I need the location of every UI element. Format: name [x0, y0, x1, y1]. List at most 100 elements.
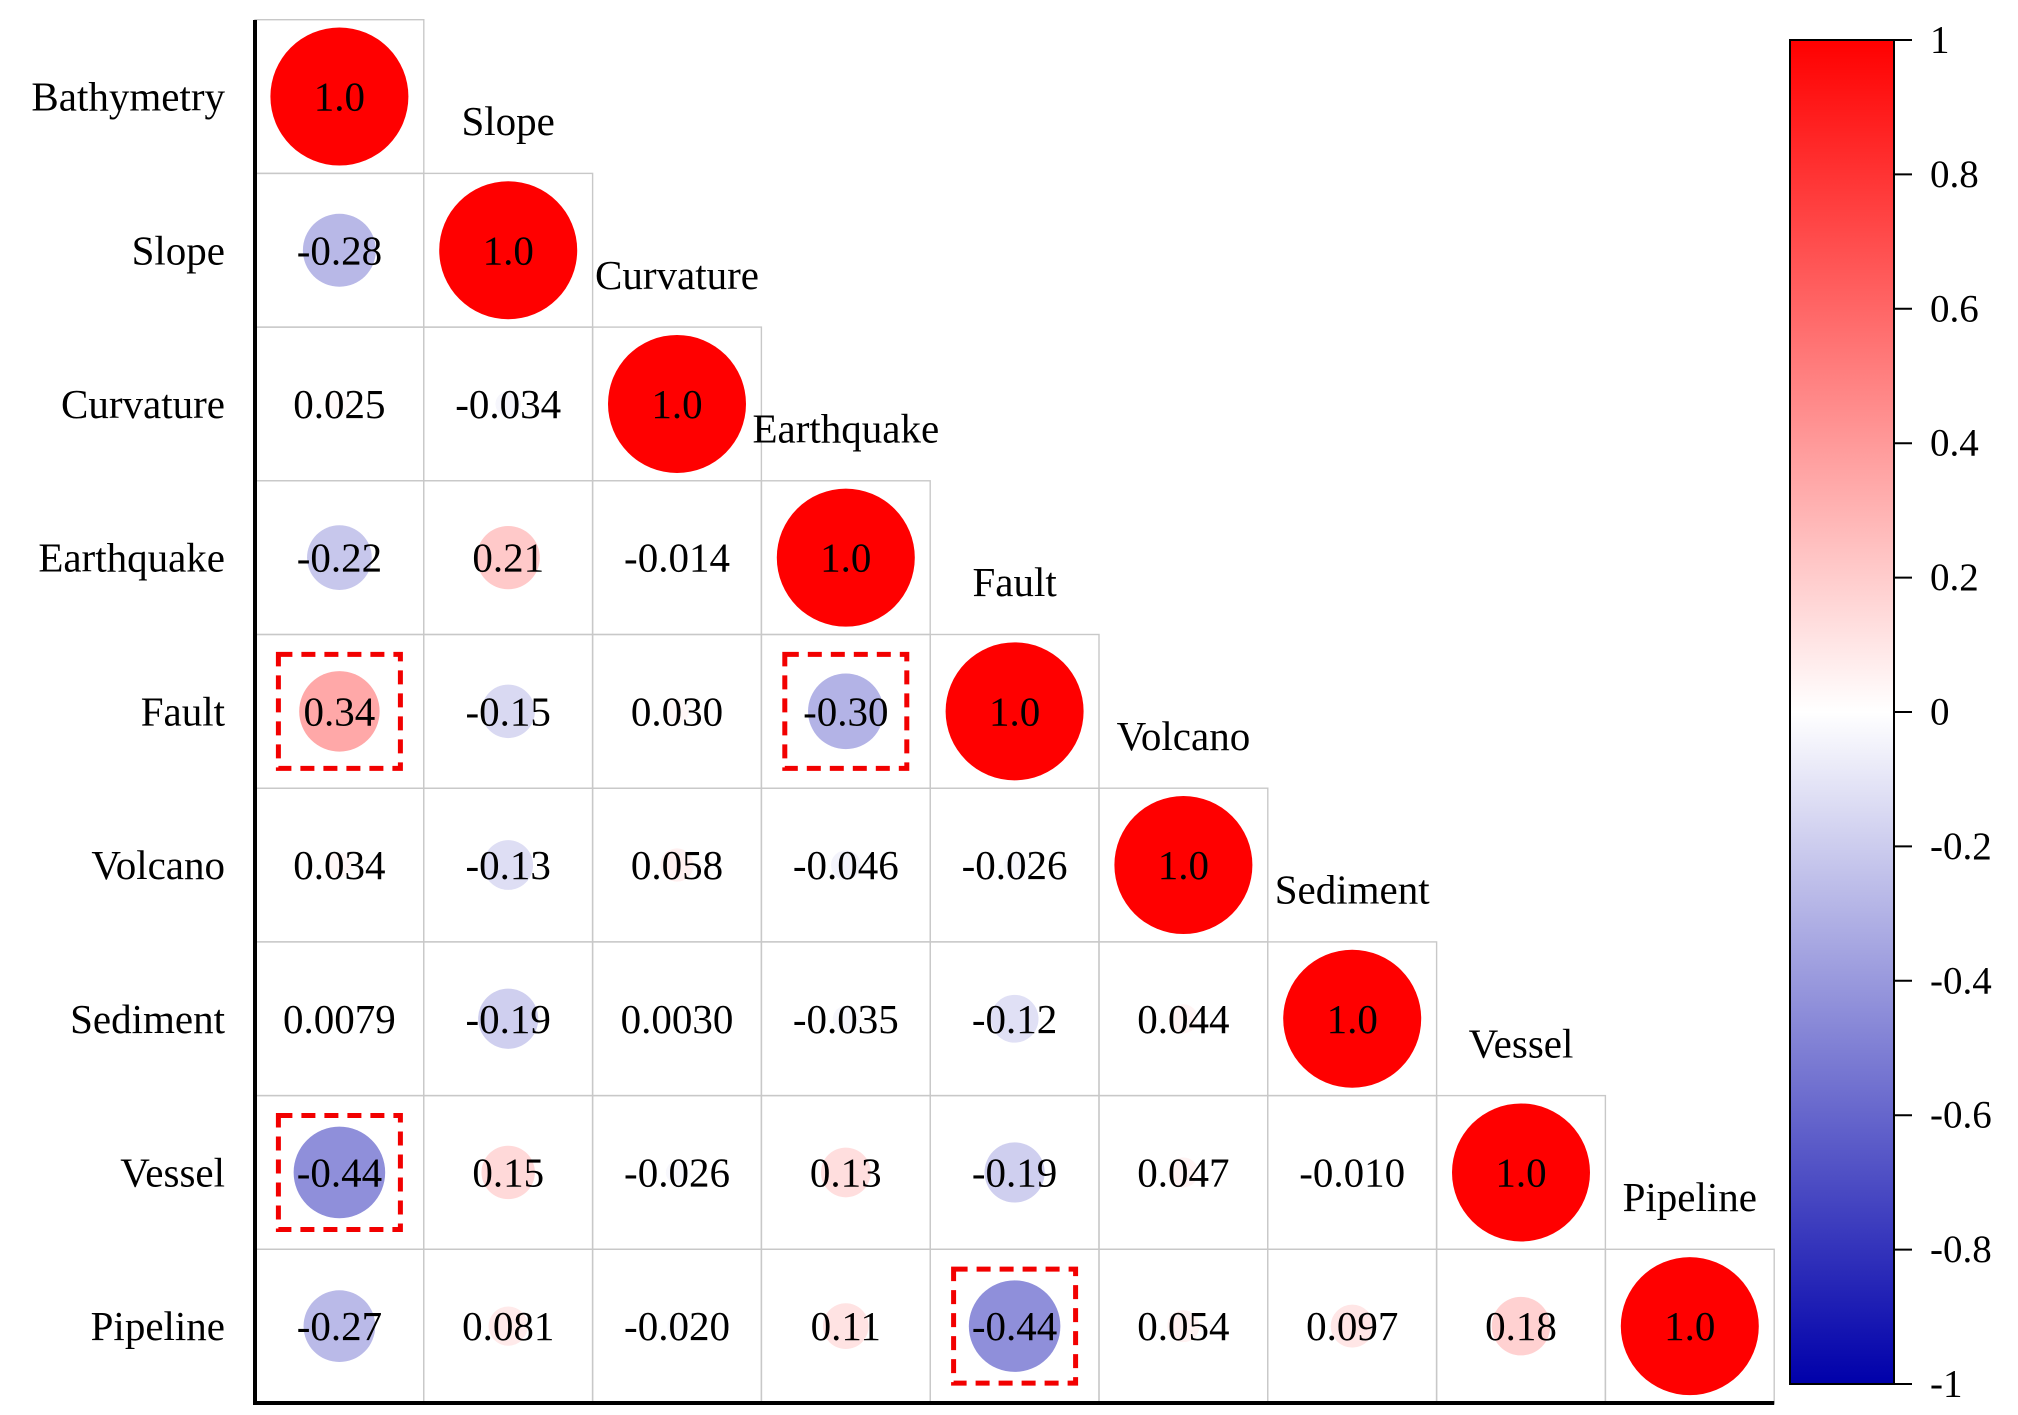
- corr-circle-sediment-earthquake: [832, 1005, 859, 1032]
- col-label-earthquake: Earthquake: [752, 406, 939, 452]
- corr-value-fault-bathymetry: 0.34: [304, 688, 376, 734]
- corr-circle-sediment-curvature: [673, 1014, 681, 1023]
- row-label-vessel: Vessel: [120, 1149, 225, 1195]
- matrix-grid: [254, 19, 1775, 1404]
- corr-circle-earthquake-bathymetry: [307, 525, 372, 591]
- corr-circle-sediment-bathymetry: [333, 1012, 346, 1025]
- corr-value-vessel-fault: -0.19: [972, 1149, 1057, 1195]
- corr-value-earthquake-curvature: -0.014: [624, 535, 730, 581]
- corr-value-pipeline-slope: 0.081: [462, 1303, 554, 1349]
- corr-circle-earthquake-slope: [476, 526, 540, 590]
- corr-value-volcano-fault: -0.026: [962, 842, 1068, 888]
- corr-circle-fault-earthquake: [808, 673, 884, 750]
- corr-value-earthquake-slope: 0.21: [472, 535, 544, 581]
- colorbar-tick-label: -0.8: [1930, 1228, 1992, 1271]
- corr-value-vessel-vessel: 1.0: [1495, 1149, 1546, 1195]
- colorbar-tick-label: -0.4: [1930, 959, 1992, 1002]
- colorbar: 1 0.8 0.6 0.4 0.2 0 -0.2 -0.4 -0.6 -0.8 -1: [1789, 19, 1992, 1406]
- corr-value-sediment-volcano: 0.044: [1137, 996, 1229, 1042]
- col-label-sediment: Sediment: [1275, 867, 1430, 913]
- corr-value-volcano-bathymetry: 0.034: [293, 842, 385, 888]
- corr-circle-pipeline-earthquake: [822, 1303, 869, 1350]
- corr-value-vessel-volcano: 0.047: [1137, 1149, 1229, 1195]
- corr-value-curvature-bathymetry: 0.025: [293, 381, 385, 427]
- corr-value-sediment-bathymetry: 0.0079: [283, 996, 396, 1042]
- corr-circle-fault-curvature: [665, 699, 689, 724]
- corr-value-vessel-slope: 0.15: [472, 1149, 544, 1195]
- corr-circle-volcano-bathymetry: [326, 852, 353, 878]
- corr-value-pipeline-pipeline: 1.0: [1664, 1303, 1715, 1349]
- corr-value-volcano-slope: -0.13: [465, 842, 550, 888]
- row-label-fault: Fault: [141, 688, 226, 734]
- correlation-circles: [270, 27, 1759, 1396]
- corr-value-fault-slope: -0.15: [465, 688, 550, 734]
- corr-value-slope-slope: 1.0: [483, 227, 534, 273]
- corr-circle-fault-slope: [481, 684, 535, 739]
- corr-value-sediment-sediment: 1.0: [1327, 996, 1378, 1042]
- col-label-curvature: Curvature: [595, 252, 759, 298]
- row-label-slope: Slope: [132, 227, 225, 273]
- corr-value-curvature-slope: -0.034: [455, 381, 561, 427]
- corr-circle-pipeline-pipeline: [1620, 1257, 1759, 1396]
- colorbar-tick-label: 1: [1930, 19, 1950, 62]
- corr-circle-pipeline-sediment: [1330, 1304, 1374, 1348]
- corr-circle-vessel-vessel: [1452, 1103, 1590, 1242]
- row-label-bathymetry: Bathymetry: [31, 74, 225, 120]
- highlight-box-vessel-bathymetry: [275, 1112, 403, 1232]
- corr-circle-fault-fault: [945, 642, 1084, 781]
- corr-circle-sediment-sediment: [1283, 949, 1422, 1088]
- corr-circle-curvature-curvature: [608, 334, 746, 473]
- corr-circle-vessel-volcano: [1168, 1157, 1199, 1188]
- colorbar-tick-label: 0: [1930, 691, 1950, 734]
- corr-value-pipeline-volcano: 0.054: [1137, 1303, 1229, 1349]
- row-label-volcano: Volcano: [91, 842, 225, 888]
- colorbar-tick-label: 0.8: [1930, 153, 1979, 196]
- corr-value-pipeline-earthquake: 0.11: [811, 1303, 881, 1349]
- corr-value-volcano-curvature: 0.058: [631, 842, 723, 888]
- corr-circle-vessel-fault: [984, 1142, 1045, 1203]
- col-label-volcano: Volcano: [1117, 713, 1251, 759]
- corr-circle-vessel-earthquake: [820, 1147, 871, 1198]
- highlight-box-fault-earthquake: [782, 651, 910, 771]
- corr-value-bathymetry-bathymetry: 1.0: [314, 74, 365, 120]
- matrix-labels: 1.0 -0.28 1.0 0.025 -0.034 1.0 -0.22 0.21 -0.014…: [31, 74, 1757, 1350]
- highlight-boxes: [275, 651, 1079, 1386]
- row-label-sediment: Sediment: [70, 996, 225, 1042]
- corr-circle-curvature-bathymetry: [328, 393, 351, 415]
- row-label-curvature: Curvature: [61, 381, 225, 427]
- col-label-pipeline: Pipeline: [1623, 1174, 1757, 1220]
- corr-value-volcano-earthquake: -0.046: [793, 842, 899, 888]
- corr-circle-pipeline-fault: [968, 1280, 1061, 1372]
- corr-value-sediment-earthquake: -0.035: [793, 996, 899, 1042]
- corr-circle-vessel-slope: [481, 1145, 535, 1200]
- corr-circle-volcano-volcano: [1114, 796, 1253, 935]
- corr-value-vessel-sediment: -0.010: [1299, 1149, 1405, 1195]
- colorbar-tick-label: -1: [1930, 1363, 1963, 1406]
- corr-value-pipeline-sediment: 0.097: [1306, 1303, 1398, 1349]
- corr-circle-pipeline-vessel: [1491, 1296, 1551, 1356]
- corr-circle-volcano-curvature: [660, 848, 694, 882]
- corr-value-vessel-bathymetry: -0.44: [297, 1149, 382, 1195]
- corr-circle-sediment-volcano: [1168, 1004, 1198, 1034]
- corr-circle-pipeline-bathymetry: [303, 1290, 376, 1362]
- corr-circle-fault-bathymetry: [299, 671, 380, 752]
- row-label-pipeline: Pipeline: [91, 1303, 225, 1349]
- corr-circle-slope-bathymetry: [302, 213, 376, 287]
- corr-value-slope-bathymetry: -0.28: [297, 227, 382, 273]
- corr-value-sediment-curvature: 0.0030: [621, 996, 734, 1042]
- corr-value-vessel-earthquake: 0.13: [810, 1149, 882, 1195]
- corr-circle-sediment-fault: [990, 994, 1039, 1043]
- corr-value-pipeline-curvature: -0.020: [624, 1303, 730, 1349]
- corr-circle-volcano-slope: [483, 840, 534, 890]
- colorbar-gradient: [1789, 39, 1895, 1385]
- corr-circle-vessel-bathymetry: [293, 1126, 386, 1219]
- highlight-box-fault-bathymetry: [275, 651, 403, 771]
- corr-circle-earthquake-earthquake: [776, 488, 915, 627]
- highlight-box-pipeline-fault: [951, 1266, 1079, 1386]
- corr-value-earthquake-earthquake: 1.0: [820, 535, 871, 581]
- corr-circle-pipeline-volcano: [1167, 1310, 1200, 1343]
- corr-value-earthquake-bathymetry: -0.22: [297, 535, 382, 581]
- corr-value-pipeline-vessel: 0.18: [1485, 1303, 1557, 1349]
- corr-value-volcano-volcano: 1.0: [1158, 842, 1209, 888]
